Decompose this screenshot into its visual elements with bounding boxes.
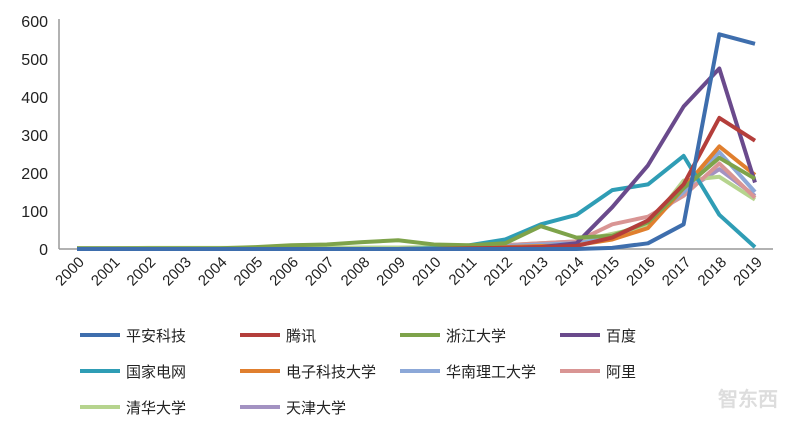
legend-swatch xyxy=(560,333,600,337)
series-line xyxy=(77,144,757,251)
legend-swatch xyxy=(240,333,280,337)
x-tick-label: 2016 xyxy=(623,254,659,290)
x-tick-label: 2017 xyxy=(659,254,695,290)
legend-label: 阿里 xyxy=(606,362,637,381)
y-tick-label: 0 xyxy=(39,242,48,259)
x-tick-label: 2018 xyxy=(695,254,731,290)
x-tick-label: 2006 xyxy=(266,254,302,290)
x-tick-label: 2011 xyxy=(446,254,481,289)
x-tick-label: 2013 xyxy=(516,254,552,290)
legend-label: 国家电网 xyxy=(126,362,187,381)
series-line xyxy=(77,161,757,251)
legend-label: 电子科技大学 xyxy=(286,362,377,381)
x-tick-label: 2003 xyxy=(159,254,195,290)
legend-swatch xyxy=(80,369,120,373)
y-tick-label: 200 xyxy=(21,166,48,183)
y-tick-label: 300 xyxy=(21,128,48,145)
legend-swatch xyxy=(240,405,280,409)
x-tick-label: 2000 xyxy=(52,254,88,290)
legend-swatch xyxy=(80,405,120,409)
series-line xyxy=(77,115,757,251)
legend-item: 天津大学 xyxy=(240,394,400,420)
legend-swatch xyxy=(560,369,600,373)
y-tick-label: 500 xyxy=(21,52,48,69)
x-tick-label: 2004 xyxy=(195,254,231,290)
legend-item: 国家电网 xyxy=(80,358,240,384)
legend-label: 腾讯 xyxy=(286,326,317,345)
y-tick-label: 400 xyxy=(21,90,48,107)
legend-label: 清华大学 xyxy=(126,398,187,417)
x-tick-label: 2015 xyxy=(587,254,623,290)
watermark-logo: 智东西 xyxy=(718,387,778,411)
legend-label: 平安科技 xyxy=(126,326,187,345)
x-tick-label: 2007 xyxy=(302,254,338,290)
x-tick-label: 2009 xyxy=(373,254,409,290)
x-tick-label: 2005 xyxy=(231,254,267,290)
x-tick-label: 2019 xyxy=(730,254,766,290)
y-tick-label: 600 xyxy=(21,14,48,31)
legend-item: 华南理工大学 xyxy=(400,358,560,384)
x-tick-label: 2010 xyxy=(409,254,445,290)
legend-label: 天津大学 xyxy=(286,398,347,417)
x-tick-label: 2002 xyxy=(124,254,160,290)
legend: 平安科技 腾讯 浙江大学 百度国家电网 电子科技大学 华南理工大学 阿里清华大学 天津大学 xyxy=(80,322,720,420)
legend-item: 阿里 xyxy=(560,358,720,384)
y-tick-label: 100 xyxy=(21,204,48,221)
legend-swatch xyxy=(80,333,120,337)
legend-item: 清华大学 xyxy=(80,394,240,420)
legend-swatch xyxy=(400,369,440,373)
x-tick-label: 2001 xyxy=(88,254,124,290)
series-line xyxy=(77,153,757,251)
legend-label: 浙江大学 xyxy=(446,326,507,345)
legend-swatch xyxy=(240,369,280,373)
legend-item: 腾讯 xyxy=(240,322,400,348)
legend-item: 浙江大学 xyxy=(400,322,560,348)
legend-swatch xyxy=(400,333,440,337)
series-line xyxy=(77,32,756,251)
legend-item: 电子科技大学 xyxy=(240,358,400,384)
x-tick-label: 2014 xyxy=(552,254,588,290)
series-line xyxy=(77,150,757,251)
legend-label: 百度 xyxy=(606,326,637,345)
x-tick-label: 2008 xyxy=(338,254,374,290)
legend-label: 华南理工大学 xyxy=(446,362,537,381)
x-tick-label: 2012 xyxy=(480,254,516,290)
legend-item: 百度 xyxy=(560,322,720,348)
series-line xyxy=(77,155,757,251)
legend-item: 平安科技 xyxy=(80,322,240,348)
